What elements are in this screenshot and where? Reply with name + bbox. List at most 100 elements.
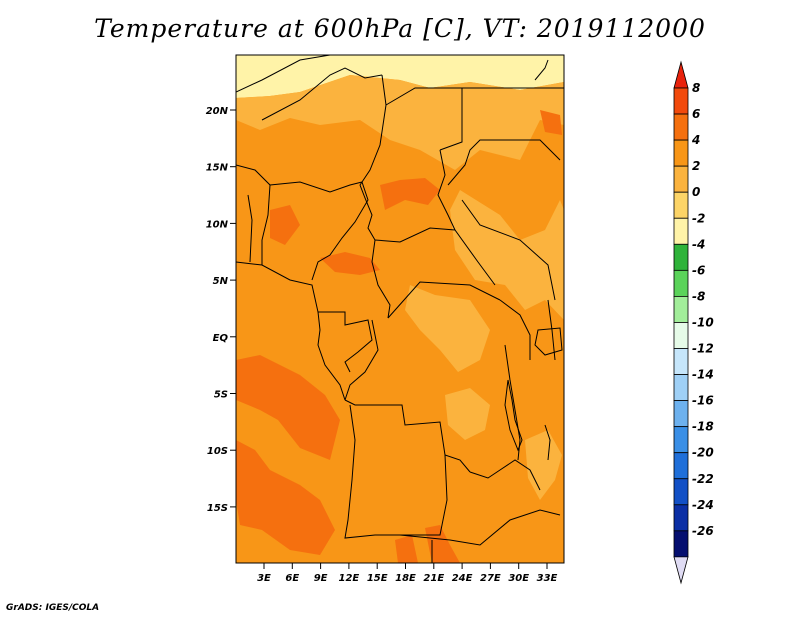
boundary-libya-egypt-sudan [381,74,463,151]
colorbar-swatch [673,269,689,297]
boundary-west-africa [236,164,271,265]
latitude-axis: 20N 15N 10N 5N EQ 5S 10S 15S [206,106,236,514]
field-region-0-to-2-congo [405,285,490,372]
lon-tick-label: 27E [480,573,501,584]
grads-credit: GrADS: IGES/COLA [6,603,100,613]
lake-victoria [534,327,563,356]
colorbar-swatch [673,87,689,115]
colorbar-label: -4 [692,237,705,251]
colorbar-label: 6 [692,107,700,121]
lat-tick-label: 15S [207,503,228,514]
colorbar-swatch [673,478,689,506]
longitude-axis: 3E 6E 9E 12E 15E 18E 21E 24E 27E 30E 33E [257,563,558,584]
colorbar: 8 6 4 2 0 -2 -4 -6 -8 -10 -12 -14 -16 -18 -20 -22 -24 -26 [673,60,714,585]
field-region-4-to-6-south [395,535,418,563]
boundary-zambia-namibia [399,509,561,546]
field-region-4-to-6-chad [380,178,440,210]
colorbar-label: 8 [692,81,700,95]
boundary-kenya-uganda [547,299,556,361]
colorbar-label: -14 [692,368,714,382]
boundary-chad-east [359,104,387,241]
boundary-coast-gulf [236,261,346,401]
lat-tick-label: 10S [207,446,228,457]
colorbar-label: -16 [692,394,714,408]
boundary-niger-libya [261,67,383,121]
lon-tick-label: 3E [257,573,271,584]
colorbar-label: -8 [692,289,705,303]
colorbar-swatch [673,165,689,193]
colorbar-swatch [673,113,689,141]
boundary-ghana-togo [247,194,253,263]
lat-tick-label: 15N [206,163,229,174]
lat-tick-label: 5N [213,276,229,287]
lake-malawi [544,424,551,461]
colorbar-label: -26 [692,524,714,538]
lat-tick-label: 5S [214,390,228,401]
field-region-4-to-6-nigeria [320,252,380,275]
colorbar-label: 2 [692,159,700,173]
lat-tick-label: EQ [213,333,229,344]
colorbar-label: -18 [692,420,714,434]
colorbar-label: -22 [692,472,714,486]
lon-tick-label: 18E [395,573,416,584]
colorbar-swatch [673,374,689,401]
colorbar-top-arrow [673,60,689,89]
colorbar-swatch [673,139,689,167]
lake-tanganyika [504,379,523,452]
colorbar-swatch [673,530,689,558]
field-region-4-to-6-sahel [270,205,300,245]
field-region-4-to-6-east [540,110,562,135]
boundary-niger-nigeria [269,181,363,193]
plot-frame [235,54,565,564]
map-title: Temperature at 600hPa [C], VT: 201911200… [94,14,706,43]
temperature-field [236,55,564,563]
colorbar-label: -10 [692,315,714,329]
country-boundaries [236,55,564,563]
lon-tick-label: 9E [314,573,328,584]
lon-tick-label: 24E [452,573,473,584]
colorbar-swatch [673,243,689,271]
colorbar-swatch [673,191,689,219]
colorbar-label: -24 [692,498,714,512]
colorbar-label: -12 [692,342,714,356]
boundary-ethiopia [447,139,561,186]
boundary-car-south [387,281,501,319]
field-region-4-to-6-atlantic [236,355,340,460]
colorbar-label: 4 [691,133,700,147]
lon-tick-label: 6E [285,573,299,584]
field-region-4-to-6-southwest [236,440,335,555]
boundary-congo-drc [344,319,379,401]
colorbar-label: -2 [692,211,705,225]
colorbar-swatch [673,452,689,480]
lon-tick-label: 21E [423,573,444,584]
boundary-angola-zambia [400,454,448,536]
lat-tick-label: 10N [206,219,229,230]
boundary-drc-angola [344,399,471,473]
boundary-drc-uganda [499,299,531,360]
colorbar-bottom-arrow [673,556,689,585]
boundary-south-sudan-east [461,199,556,301]
boundary-libya-algeria [236,55,331,93]
lon-tick-label: 30E [508,573,529,584]
boundary-cameroon-car [371,239,391,319]
lon-tick-label: 15E [367,573,388,584]
colorbar-swatch [673,400,689,428]
colorbar-swatch [673,348,689,375]
boundary-nigeria-cameroon [311,181,369,281]
colorbar-label: 0 [692,185,700,199]
colorbar-swatch [673,217,689,245]
colorbar-swatch [673,426,689,454]
red-sea-coast [534,59,549,81]
boundary-angola-south [344,404,400,539]
field-region-minus2-to-0 [236,55,564,98]
boundary-drc-zambia [469,459,541,491]
field-region-0-to-2-north [236,75,564,170]
boundary-gabon-congo [318,311,373,373]
colorbar-label: -6 [692,263,705,277]
boundary-car-sudan [374,227,496,286]
lon-tick-label: 33E [537,573,558,584]
lon-tick-label: 12E [339,573,360,584]
colorbar-swatch [673,504,689,532]
field-region-0-to-2-southeast [525,430,562,500]
